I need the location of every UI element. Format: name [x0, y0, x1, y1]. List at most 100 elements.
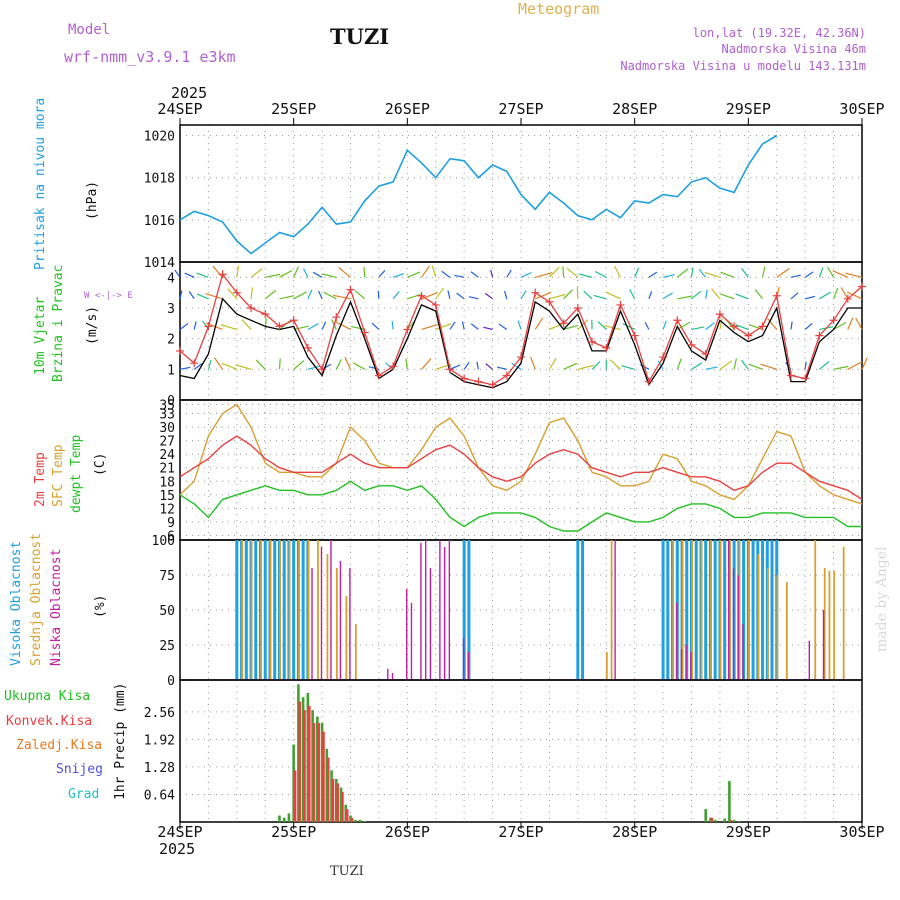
wind-arrow: [662, 320, 667, 330]
wind-arrow: [174, 269, 181, 278]
wind-arrow: [212, 265, 224, 278]
y-tick-label: 1018: [144, 172, 175, 187]
station-title: TUZI: [330, 24, 389, 49]
cloud-bar-niska: [387, 668, 389, 680]
wind-arrow: [818, 361, 830, 370]
precip-bar-total: [737, 821, 741, 822]
wind-arrow: [214, 357, 224, 370]
precip-bar-conv: [341, 791, 344, 822]
cloud-bar-niska: [311, 568, 313, 680]
cloud-bar-srednja: [842, 547, 845, 680]
cloud-bar-visoka: [244, 540, 248, 680]
precip-unit: 1hr Precip (mm): [113, 683, 128, 800]
plot-area: 24SEP 24SEP 25SEP 25SEP 26SEP 26SEP 27SEP 27SEP…: [144, 100, 885, 841]
year-top: 2025: [171, 84, 207, 102]
cloud-bar-visoka: [742, 540, 746, 680]
wind-arrow: [352, 362, 366, 370]
gust-marker: [644, 377, 653, 386]
wind-arrow: [776, 268, 790, 278]
wind-arrow: [720, 293, 735, 300]
precip-bar-total: [344, 804, 348, 822]
wind-arrow: [833, 365, 849, 370]
cloud-bar-srednja: [354, 624, 357, 680]
cloud-bar-srednja: [288, 540, 291, 680]
y-tick-label: 35: [159, 399, 175, 414]
cloud-bar-niska: [742, 624, 744, 680]
wind-arrow: [236, 265, 240, 278]
cloud-bar-niska: [339, 561, 342, 680]
cloud-bar-srednja: [298, 540, 300, 680]
precip-bar-total: [709, 817, 712, 822]
y-tick-label: 6: [167, 529, 175, 544]
cloud-bar-srednja: [710, 540, 712, 680]
cloud-bar-srednja: [823, 568, 826, 680]
gust-marker: [715, 310, 724, 319]
precip-label-total: Ukupna Kisa: [4, 689, 90, 704]
day-label-top: 26SEP: [385, 100, 430, 118]
wind-arrow: [761, 266, 766, 278]
wind-arrow: [449, 364, 461, 370]
cloud-bar-niska: [737, 575, 739, 680]
wind-arrow: [846, 291, 863, 300]
cloud-bar-visoka: [770, 540, 774, 680]
gust-marker: [374, 371, 383, 380]
wind-label-b: Brzina i Pravac: [51, 265, 66, 382]
wind-arrow: [648, 291, 653, 300]
precip-bar-conv: [312, 723, 316, 822]
gust-marker: [431, 300, 440, 309]
cloud-bar-srednja: [766, 568, 769, 680]
cloud-bar-niska: [406, 589, 408, 680]
gust-marker: [275, 322, 284, 331]
wind-arrow: [591, 360, 601, 370]
precip-bar-conv: [298, 701, 302, 822]
cloud-bar-srednja: [757, 554, 760, 680]
gust-marker: [474, 377, 483, 386]
gust-marker: [403, 325, 412, 334]
cloud-bar-niska: [808, 640, 811, 680]
wind-arrow: [307, 289, 313, 300]
gust-marker: [801, 374, 810, 383]
precip-label-hail: Grad: [68, 787, 99, 802]
wind-arrow: [235, 364, 252, 370]
wind-arrow: [435, 323, 452, 331]
wind-arrow: [827, 266, 835, 278]
wind-arrow: [220, 324, 238, 331]
cloud-bar-srednja: [345, 596, 348, 680]
gust-marker: [204, 322, 213, 331]
wind-arrow: [293, 325, 309, 331]
precip-bar-total: [301, 697, 305, 822]
wind-arrow: [377, 290, 380, 299]
wind-arrow: [421, 265, 430, 278]
wind-arrow: [676, 358, 682, 370]
cloud-bar-niska: [439, 540, 441, 680]
wind-arrow: [648, 271, 658, 278]
precip-bar-conv: [331, 778, 335, 822]
wind-arrow: [449, 321, 456, 330]
cloud-bar-niska: [410, 603, 413, 680]
wind-arrow: [193, 363, 203, 370]
cloud-bar-niska: [728, 540, 730, 680]
cloud-bar-visoka: [576, 540, 580, 680]
cloud-bar-niska: [614, 540, 616, 680]
wind-arrow: [498, 323, 508, 330]
y-tick-label: 15: [159, 489, 175, 504]
cloud-bar-niska: [462, 638, 465, 680]
wind-arrow: [454, 274, 465, 278]
gust-marker: [517, 353, 525, 362]
wind-arrow: [265, 273, 281, 278]
wind-arrow: [456, 292, 465, 300]
model-name: wrf-nmm_v3.9.1 e3km: [64, 48, 236, 66]
gust-marker: [602, 343, 611, 352]
cloud-bar-visoka: [254, 540, 258, 680]
wind-arrow: [705, 366, 718, 370]
wind-arrow: [371, 322, 380, 330]
cloud-bar-srednja: [814, 540, 817, 680]
y-tick-label: 2.56: [144, 706, 175, 721]
y-tick-label: 1016: [144, 214, 175, 229]
wind-arrow: [335, 321, 351, 331]
wind-arrow: [804, 322, 813, 330]
precip-bar-total: [732, 819, 736, 822]
wind-arrow: [293, 266, 299, 278]
wind-arrow: [563, 289, 574, 300]
day-label-top: 28SEP: [612, 100, 657, 118]
